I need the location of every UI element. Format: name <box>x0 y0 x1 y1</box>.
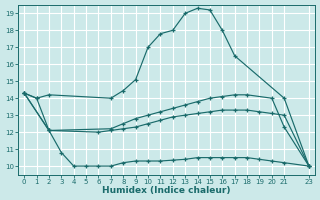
X-axis label: Humidex (Indice chaleur): Humidex (Indice chaleur) <box>102 186 231 195</box>
